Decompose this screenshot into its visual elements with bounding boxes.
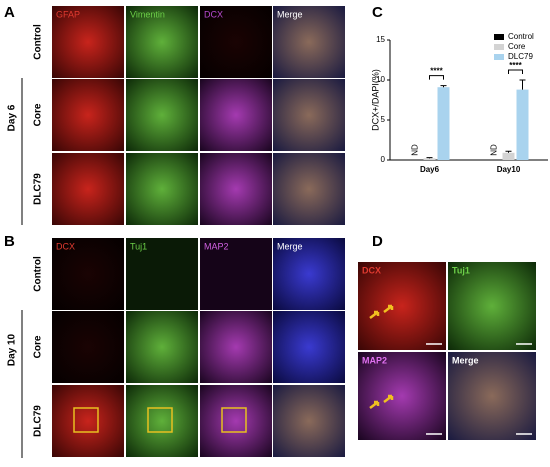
micrograph (126, 153, 198, 225)
y-tick-label: 0 (381, 155, 386, 164)
micrograph (52, 153, 124, 225)
channel-label: DCX (204, 9, 223, 19)
channel-label: Vimentin (130, 9, 165, 19)
arrow (383, 394, 394, 403)
micrograph (52, 238, 124, 310)
row-label: DLC79 (33, 173, 44, 205)
channel-label: DCX (56, 241, 75, 251)
channel-label: Merge (277, 241, 303, 251)
micrograph (273, 79, 345, 151)
y-tick-label: 10 (376, 75, 385, 84)
significance-bracket (429, 75, 444, 80)
y-tick-label: 5 (381, 115, 386, 124)
bar (502, 152, 515, 160)
x-tick-label: Day6 (420, 165, 440, 174)
nd-label: ND (490, 144, 499, 156)
legend-swatch (494, 54, 504, 60)
legend-swatch (494, 34, 504, 40)
channel-label: Tuj1 (130, 241, 147, 251)
micrograph (126, 385, 198, 457)
inset-box (147, 407, 173, 433)
channel-label: Merge (277, 9, 303, 19)
panel-label: C (372, 4, 383, 21)
row-label: Core (33, 335, 44, 358)
x-tick-label: Day10 (497, 165, 521, 174)
legend-swatch (494, 44, 504, 50)
micrograph (126, 79, 198, 151)
micrograph (358, 352, 446, 440)
micrograph (448, 352, 536, 440)
bar (423, 158, 436, 160)
legend-label: Control (508, 32, 534, 41)
nd-label: ND (411, 144, 420, 156)
micrograph (200, 238, 272, 310)
micrograph (200, 385, 272, 457)
micrograph (52, 385, 124, 457)
channel-label: Tuj1 (452, 265, 470, 275)
inset-box (73, 407, 99, 433)
micrograph (200, 311, 272, 383)
legend-label: Core (508, 42, 526, 51)
bar (437, 87, 450, 160)
y-axis-label: DCX+/DAPI(%) (370, 69, 380, 131)
legend-label: DLC79 (508, 52, 533, 61)
group-label: Day 6 (7, 104, 18, 131)
channel-label: MAP2 (362, 355, 387, 365)
panel-label: D (372, 233, 383, 250)
significance-label: **** (509, 61, 522, 70)
micrograph (273, 311, 345, 383)
error-bar (426, 157, 433, 159)
significance-label: **** (430, 67, 443, 76)
arrow (369, 400, 380, 409)
group-label: Day 10 (7, 333, 18, 366)
micrograph (200, 153, 272, 225)
row-label: DLC79 (33, 405, 44, 437)
bar (516, 89, 529, 160)
micrograph (126, 311, 198, 383)
error-bar (505, 150, 512, 153)
micrograph (52, 6, 124, 78)
row-label: Control (33, 256, 44, 292)
channel-label: GFAP (56, 9, 80, 19)
significance-bracket (508, 69, 523, 74)
micrograph (126, 238, 198, 310)
micrograph (200, 6, 272, 78)
micrograph (200, 79, 272, 151)
micrograph (273, 6, 345, 78)
inset-box (221, 407, 247, 433)
channel-label: Merge (452, 355, 479, 365)
panel-label: B (4, 233, 15, 250)
micrograph (448, 262, 536, 350)
micrograph (126, 6, 198, 78)
row-label: Control (33, 24, 44, 60)
micrograph (52, 79, 124, 151)
micrograph (273, 153, 345, 225)
panel-label: A (4, 4, 15, 21)
y-tick-label: 15 (376, 35, 385, 44)
micrograph (273, 238, 345, 310)
error-bar (519, 79, 526, 90)
micrograph (52, 311, 124, 383)
arrow (369, 310, 380, 319)
error-bar (440, 85, 447, 88)
channel-label: DCX (362, 265, 381, 275)
arrow (383, 304, 394, 313)
channel-label: MAP2 (204, 241, 229, 251)
micrograph (358, 262, 446, 350)
micrograph (273, 385, 345, 457)
row-label: Core (33, 103, 44, 126)
